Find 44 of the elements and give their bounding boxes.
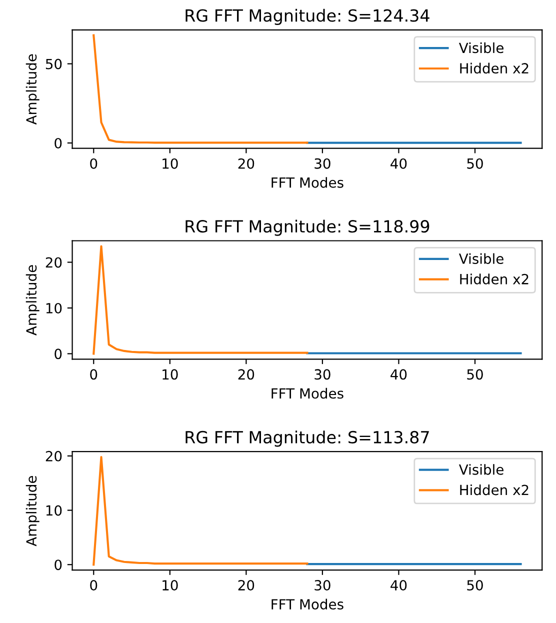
legend-label: Hidden x2 bbox=[460, 274, 528, 284]
x-tick-label: 30 bbox=[314, 369, 330, 380]
legend-label: Visible bbox=[458, 464, 504, 475]
x-tick-label: 50 bbox=[467, 369, 483, 380]
legend-label: Hidden x2 bbox=[460, 484, 528, 496]
y-tick-label: 0 bbox=[54, 138, 62, 148]
y-tick-label: 20 bbox=[46, 257, 62, 268]
line-series bbox=[92, 456, 308, 566]
x-axis-title: FFT Modes bbox=[272, 388, 344, 399]
x-tick-label: 50 bbox=[467, 580, 483, 591]
x-axis-title: FFT Modes bbox=[272, 177, 344, 188]
x-tick-label: 10 bbox=[162, 369, 178, 380]
x-axis-title: FFT Modes bbox=[272, 598, 344, 610]
x-tick-label: 0 bbox=[90, 158, 98, 169]
chart-title: RG FFT Magnitude: S=113.87 bbox=[186, 430, 429, 447]
x-tick-label: 20 bbox=[238, 580, 254, 591]
y-axis-title: Amplitude bbox=[26, 476, 40, 546]
x-tick-label: 0 bbox=[90, 369, 98, 380]
y-axis-title: Amplitude bbox=[26, 54, 40, 125]
x-tick-label: 10 bbox=[162, 580, 178, 591]
legend-label: Visible bbox=[458, 253, 504, 264]
x-tick-label: 40 bbox=[390, 158, 407, 169]
y-tick-label: 50 bbox=[46, 58, 62, 70]
y-tick-label: 10 bbox=[46, 505, 62, 516]
legend-label: Visible bbox=[458, 42, 504, 54]
chart-title: RG FFT Magnitude: S=118.99 bbox=[186, 220, 430, 236]
x-tick-label: 40 bbox=[390, 369, 407, 380]
y-tick-label: 20 bbox=[46, 450, 62, 462]
x-tick-label: 40 bbox=[390, 580, 407, 591]
y-tick-label: 0 bbox=[54, 560, 62, 570]
line-series bbox=[92, 34, 308, 144]
x-tick-label: 20 bbox=[238, 158, 254, 169]
x-tick-label: 30 bbox=[314, 580, 330, 591]
y-axis-title: Amplitude bbox=[26, 265, 40, 336]
x-tick-label: 0 bbox=[90, 580, 98, 591]
legend-label: Hidden x2 bbox=[460, 62, 528, 74]
chart-title: RG FFT Magnitude: S=124.34 bbox=[186, 8, 430, 26]
y-tick-label: 0 bbox=[54, 348, 62, 360]
x-tick-label: 10 bbox=[162, 158, 178, 169]
y-tick-label: 10 bbox=[46, 302, 62, 314]
line-series bbox=[92, 245, 308, 355]
x-tick-label: 50 bbox=[467, 158, 483, 169]
x-tick-label: 30 bbox=[314, 158, 330, 169]
x-tick-label: 20 bbox=[238, 369, 254, 380]
